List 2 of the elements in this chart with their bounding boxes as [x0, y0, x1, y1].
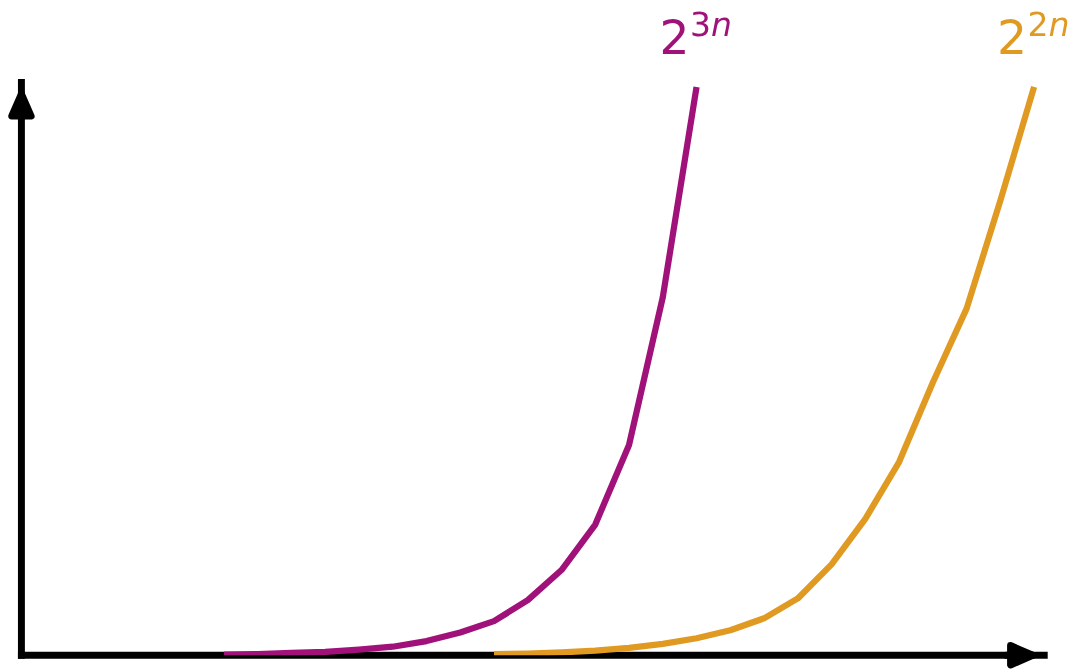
- series-label: 2$^{2n}$: [1000, 11, 1068, 55]
- series-label: 2$^{3n}$: [662, 11, 730, 55]
